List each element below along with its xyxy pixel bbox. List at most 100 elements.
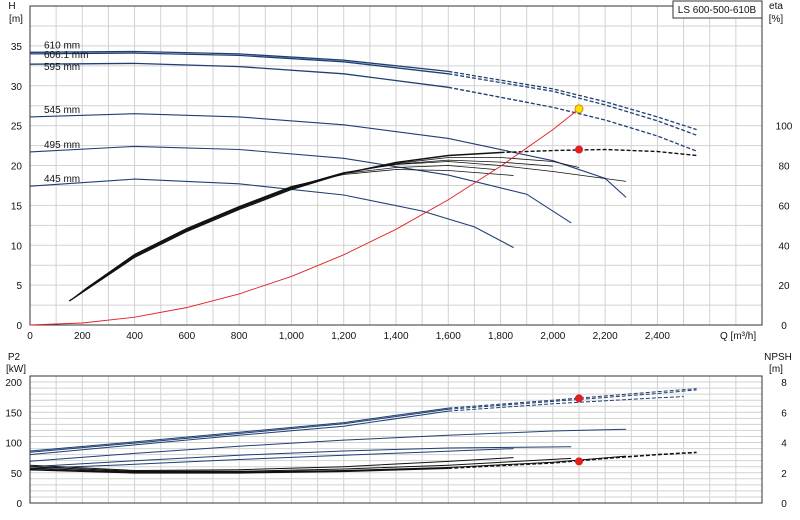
npsh-curve-line [29, 455, 627, 473]
top-markers [574, 104, 584, 154]
x-tick-label: 1,600 [436, 331, 461, 342]
head-axis-unit: [m] [9, 14, 23, 25]
y-right-tick-label: 80 [778, 162, 790, 173]
head-curves [29, 50, 697, 249]
x-tick-label: 1,000 [279, 331, 304, 342]
power-curve-dashed [448, 388, 697, 409]
x-tick-label: 800 [231, 331, 248, 342]
y-left-tick-label: 150 [5, 408, 22, 419]
power-curve-line [29, 407, 449, 452]
x-tick-label: 0 [27, 331, 33, 342]
power-curve-line [29, 410, 449, 456]
npsh-axis-unit: [m] [769, 364, 783, 375]
bottom-plot-frame [29, 375, 763, 504]
y-right-tick-label: 6 [781, 408, 787, 419]
head-curve-line [29, 62, 449, 88]
y-left-tick-label: 35 [11, 42, 23, 53]
efficiency-curve-line [79, 161, 627, 294]
power-curve-line [29, 446, 572, 468]
y-right-tick-label: 0 [781, 499, 787, 510]
power-point-marker [575, 394, 583, 403]
head-curve-dashed [448, 73, 697, 136]
head-curve-dashed [448, 70, 697, 131]
y-right-tick-label: 40 [778, 241, 790, 252]
head-axis-label: H [8, 1, 15, 12]
efficiency-curve-dashed [500, 148, 697, 157]
impeller-label: 495 mm [44, 140, 80, 151]
efficiency-curve-line [84, 169, 514, 290]
power-tick-labels: 0 50 100 150 200 [5, 378, 22, 510]
system-curve [29, 108, 580, 326]
impeller-label: 545 mm [44, 105, 80, 116]
head-curve-line [29, 113, 627, 198]
top-grid [30, 6, 762, 325]
model-label-box [672, 0, 763, 19]
impeller-label: 606.1 mm [44, 50, 88, 61]
top-plot-frame [29, 5, 763, 326]
y-left-tick-label: 20 [11, 162, 23, 173]
bottom-grid [30, 376, 762, 503]
power-curve-dashed [448, 389, 697, 410]
head-curve-dashed [448, 86, 697, 152]
npsh-curve-line [29, 457, 514, 472]
y-left-tick-label: 0 [16, 499, 22, 510]
x-tick-label: 400 [126, 331, 143, 342]
npsh-curve-line [29, 467, 449, 474]
x-tick-label: 2,000 [540, 331, 565, 342]
y-left-tick-label: 100 [5, 439, 22, 450]
y-right-tick-label: 2 [781, 469, 787, 480]
x-tick-label: 1,800 [488, 331, 513, 342]
impeller-label: 445 mm [44, 174, 80, 185]
efficiency-axis-label: eta [769, 1, 783, 12]
y-left-tick-label: 5 [16, 281, 22, 292]
npsh-axis-label: NPSH [764, 352, 792, 363]
efficiency-axis-unit: [%] [769, 14, 784, 25]
y-right-tick-label: 8 [781, 378, 787, 389]
power-curves [29, 388, 697, 469]
y-right-tick-label: 4 [781, 439, 787, 450]
y-left-tick-label: 200 [5, 378, 22, 389]
top-x-tick-labels: 0 200 400 600 800 1,000 1,200 1,400 1,600 1,800 2,… [27, 331, 670, 342]
head-curve-line [29, 145, 572, 224]
y-left-tick-label: 0 [16, 321, 22, 332]
power-curve-line [29, 428, 627, 462]
duty-point-marker [574, 104, 584, 114]
y-right-tick-label: 0 [781, 321, 787, 332]
power-curve-line [29, 448, 514, 469]
head-tick-labels: 0 5 10 15 20 25 30 35 [11, 42, 23, 332]
flow-axis-label: Q [m³/h] [720, 331, 756, 342]
y-left-tick-label: 50 [11, 469, 23, 480]
impeller-label: 595 mm [44, 62, 80, 73]
npsh-curve-dashed [448, 451, 697, 469]
efficiency-tick-labels: 0 20 40 60 80 100 [776, 122, 793, 332]
npsh-curves [29, 451, 697, 474]
x-tick-label: 2,200 [593, 331, 618, 342]
system-curve-group [29, 108, 580, 326]
y-left-tick-label: 10 [11, 241, 23, 252]
y-right-tick-label: 20 [778, 281, 790, 292]
y-left-tick-label: 25 [11, 122, 23, 133]
bottom-markers [575, 394, 583, 466]
x-tick-label: 1,200 [331, 331, 356, 342]
y-left-tick-label: 30 [11, 82, 23, 93]
efficiency-curves [68, 148, 697, 302]
power-curve-line [29, 408, 449, 453]
y-left-tick-label: 15 [11, 201, 23, 212]
head-curve-line [29, 50, 449, 73]
x-tick-label: 2,400 [645, 331, 670, 342]
x-tick-label: 600 [179, 331, 196, 342]
efficiency-curve-line [68, 151, 501, 302]
head-curve-line [29, 178, 514, 249]
npsh-curve-line [29, 457, 572, 472]
efficiency-curve-line [82, 165, 496, 292]
npsh-tick-labels: 0 2 4 6 8 [781, 378, 787, 510]
y-right-tick-label: 60 [778, 201, 790, 212]
head-curve-line [29, 52, 449, 75]
y-right-tick-label: 100 [776, 122, 793, 133]
efficiency-point-marker [575, 145, 583, 154]
model-label: LS 600-500-610B [678, 5, 757, 16]
power-curve-dashed [448, 396, 684, 412]
top-panel: 0 200 400 600 800 1,000 1,200 1,400 1,600 1,800 2,… [8, 0, 793, 342]
